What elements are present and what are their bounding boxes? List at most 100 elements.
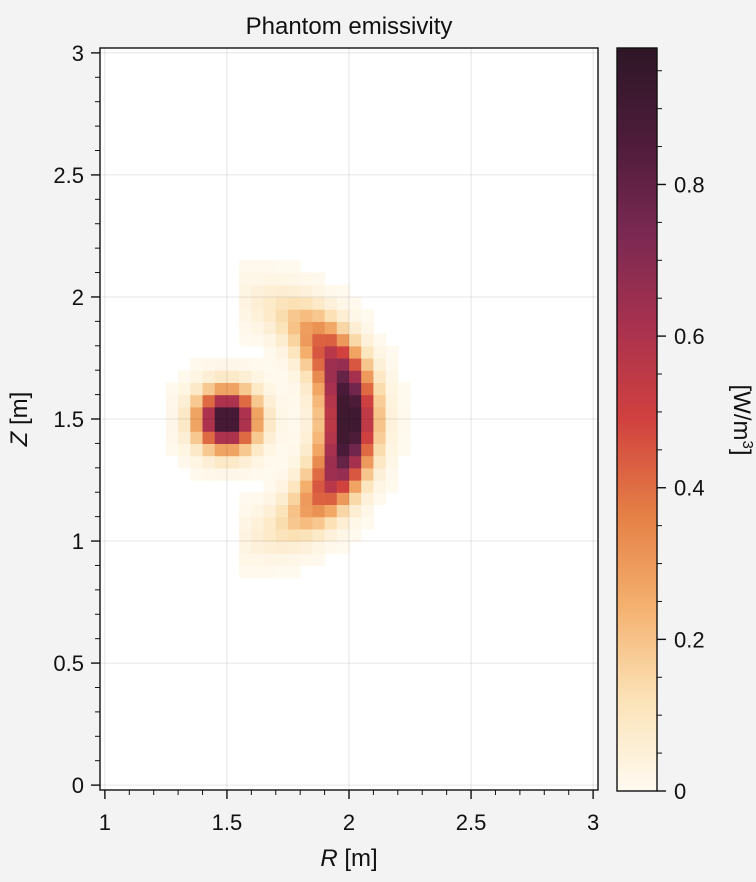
heatmap-cell bbox=[263, 333, 277, 347]
heatmap-cell bbox=[336, 309, 350, 322]
heatmap-cell bbox=[349, 516, 362, 530]
heatmap-cell bbox=[287, 394, 301, 408]
heatmap-cell bbox=[349, 296, 362, 310]
heatmap-cell bbox=[361, 431, 375, 444]
heatmap-cell bbox=[251, 321, 265, 335]
heatmap-cell bbox=[373, 394, 387, 408]
heatmap-cell bbox=[373, 370, 387, 383]
heatmap-cell bbox=[324, 480, 338, 493]
heatmap-cell bbox=[397, 431, 411, 444]
heatmap-cell bbox=[300, 528, 313, 542]
heatmap-cell bbox=[190, 467, 204, 481]
heatmap-cell bbox=[251, 541, 265, 554]
heatmap-cell bbox=[251, 284, 265, 298]
heatmap-cell bbox=[239, 370, 252, 383]
heatmap-cell bbox=[226, 382, 240, 396]
heatmap-cell bbox=[287, 516, 301, 530]
heatmap-cell bbox=[324, 345, 338, 359]
heatmap-cell bbox=[361, 455, 375, 469]
heatmap-cell bbox=[349, 504, 362, 518]
heatmap-cell bbox=[349, 467, 362, 481]
heatmap-cell bbox=[178, 394, 191, 408]
heatmap-cell bbox=[287, 431, 301, 444]
heatmap-cell bbox=[287, 284, 301, 298]
heatmap-cell bbox=[190, 419, 204, 432]
heatmap-cell bbox=[263, 321, 277, 335]
heatmap-cell bbox=[275, 565, 289, 579]
heatmap-cell bbox=[275, 357, 289, 371]
heatmap-cell bbox=[263, 455, 277, 469]
heatmap-cell bbox=[239, 553, 252, 567]
heatmap-cell bbox=[239, 528, 252, 542]
heatmap-cell bbox=[275, 516, 289, 530]
heatmap-cell bbox=[361, 345, 375, 359]
heatmap-cell bbox=[226, 455, 240, 469]
heatmap-cell bbox=[312, 382, 326, 396]
heatmap-cell bbox=[300, 467, 313, 481]
heatmap-cell bbox=[300, 394, 313, 408]
heatmap-cell bbox=[263, 516, 277, 530]
heatmap-cell bbox=[385, 345, 399, 359]
heatmap-cell bbox=[349, 394, 362, 408]
heatmap-cell bbox=[312, 296, 326, 310]
heatmap-cell bbox=[275, 504, 289, 518]
heatmap-cell bbox=[312, 284, 326, 298]
heatmap-cell bbox=[263, 406, 277, 420]
heatmap-cell bbox=[336, 382, 350, 396]
heatmap-cell bbox=[275, 382, 289, 396]
heatmap-cell bbox=[373, 357, 387, 371]
heatmap-cell bbox=[202, 431, 216, 444]
heatmap-cell bbox=[178, 406, 191, 420]
heatmap-cell bbox=[287, 528, 301, 542]
heatmap-cell bbox=[385, 382, 399, 396]
heatmap-cell bbox=[178, 431, 191, 444]
heatmap-cell bbox=[275, 406, 289, 420]
heatmap-cell bbox=[251, 394, 265, 408]
heatmap-cell bbox=[324, 321, 338, 335]
heatmap-cell bbox=[312, 455, 326, 469]
heatmap-cell bbox=[275, 284, 289, 298]
heatmap-cell bbox=[275, 333, 289, 347]
heatmap-cell bbox=[300, 455, 313, 469]
heatmap-cell bbox=[349, 406, 362, 420]
heatmap-cell bbox=[214, 406, 228, 420]
heatmap-cell bbox=[385, 455, 399, 469]
heatmap-cell bbox=[202, 370, 216, 383]
heatmap-cell bbox=[275, 553, 289, 567]
heatmap-cell bbox=[263, 382, 277, 396]
heatmap-cell bbox=[165, 431, 179, 444]
heatmap-cell bbox=[275, 455, 289, 469]
heatmap-cell bbox=[361, 443, 375, 457]
heatmap-cell bbox=[239, 541, 252, 554]
heatmap-cell bbox=[275, 528, 289, 542]
heatmap-cell bbox=[385, 406, 399, 420]
heatmap-cell bbox=[251, 260, 265, 274]
heatmap-cell bbox=[251, 504, 265, 518]
heatmap-cell bbox=[214, 419, 228, 432]
heatmap-cell bbox=[336, 480, 350, 493]
heatmap-cell bbox=[397, 382, 411, 396]
heatmap-cell bbox=[239, 406, 252, 420]
heatmap-cell bbox=[349, 321, 362, 335]
heatmap-cell bbox=[287, 443, 301, 457]
heatmap-cell bbox=[263, 394, 277, 408]
heatmap-cell bbox=[349, 480, 362, 493]
heatmap-cell bbox=[361, 406, 375, 420]
heatmap-cell bbox=[300, 492, 313, 506]
heatmap-cell bbox=[263, 260, 277, 274]
heatmap-cell bbox=[202, 467, 216, 481]
y-tick-label: 2.5 bbox=[53, 163, 84, 188]
colorbar-tick-label: 0.6 bbox=[674, 324, 705, 349]
colorbar-label-sup: 3 bbox=[739, 440, 756, 448]
heatmap-cell bbox=[336, 357, 350, 371]
heatmap-cell bbox=[349, 382, 362, 396]
heatmap-cell bbox=[361, 419, 375, 432]
y-tick-label: 2 bbox=[72, 285, 84, 310]
heatmap-cell bbox=[275, 296, 289, 310]
heatmap-cell bbox=[226, 394, 240, 408]
y-tick-label: 0 bbox=[72, 773, 84, 798]
heatmap-cell bbox=[251, 467, 265, 481]
heatmap-cell bbox=[300, 370, 313, 383]
heatmap-cell bbox=[214, 382, 228, 396]
heatmap-cell bbox=[300, 321, 313, 335]
